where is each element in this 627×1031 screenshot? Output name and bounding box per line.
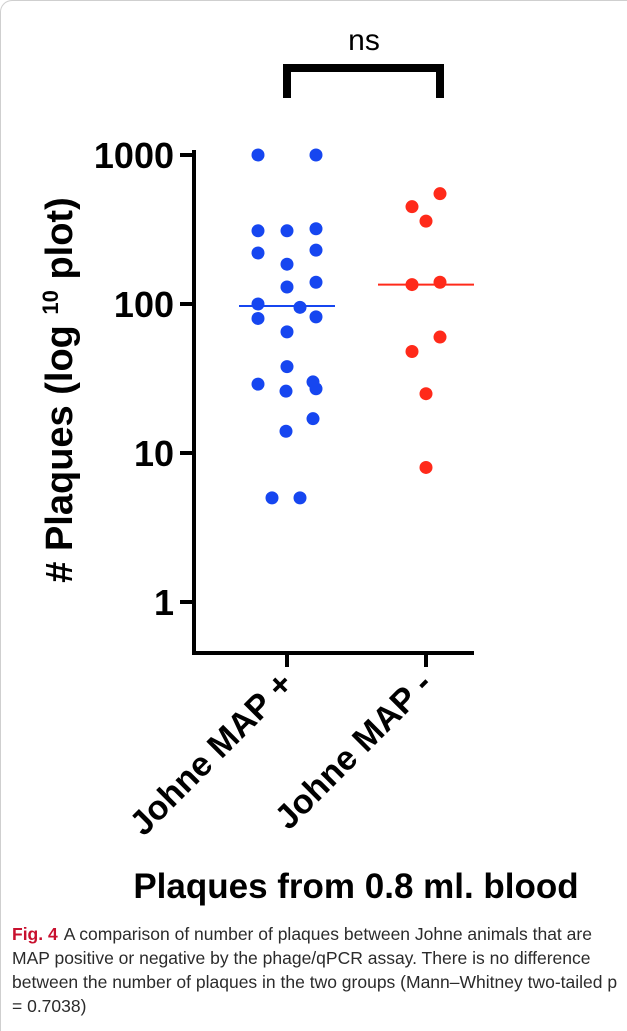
y-axis-label-prefix: # Plaques (log	[39, 315, 81, 583]
data-point	[280, 360, 294, 374]
figure-label: Fig. 4	[12, 924, 58, 944]
data-point	[251, 297, 265, 311]
data-point	[280, 224, 294, 238]
caption-text: A comparison of number of plaques betwee…	[12, 924, 618, 1016]
scatter-chart: ns 1 10 100 1000 Johne MAP +Johne MAP - # P…	[38, 24, 579, 906]
data-point	[419, 387, 433, 401]
data-point	[405, 344, 419, 358]
x-axis-label: Plaques from 0.8 ml. blood	[133, 867, 578, 906]
data-point	[433, 187, 447, 201]
data-point	[280, 257, 294, 271]
y-tick-label: 1	[154, 582, 174, 623]
data-point	[293, 300, 307, 314]
data-points	[251, 148, 447, 505]
data-point	[433, 330, 447, 344]
data-point	[251, 224, 265, 238]
data-point	[405, 200, 419, 214]
axes	[192, 150, 474, 655]
data-point	[309, 148, 323, 162]
data-point	[265, 491, 279, 505]
data-point	[306, 412, 320, 426]
data-point	[251, 246, 265, 260]
significance-label: ns	[348, 24, 380, 57]
data-point	[251, 377, 265, 391]
data-point	[280, 280, 294, 294]
data-point	[309, 243, 323, 257]
data-point	[405, 278, 419, 292]
data-point	[306, 375, 320, 389]
data-point	[309, 222, 323, 236]
data-point	[279, 384, 293, 398]
y-tick-label: 10	[134, 433, 174, 474]
x-ticks: Johne MAP +Johne MAP -	[123, 653, 440, 843]
y-ticks: 1 10 100 1000	[94, 135, 194, 623]
data-point	[279, 424, 293, 438]
data-point	[433, 275, 447, 289]
y-tick-label: 100	[114, 284, 174, 325]
data-point	[419, 460, 433, 474]
data-point	[293, 491, 307, 505]
y-axis-label: # Plaques (log 10 plot)	[38, 197, 81, 583]
y-tick-label: 1000	[94, 135, 174, 176]
y-axis-label-superscript: 10	[38, 290, 63, 314]
significance-bracket: ns	[283, 24, 444, 98]
y-axis-label-suffix: plot)	[39, 197, 81, 290]
data-point	[280, 325, 294, 339]
data-point	[251, 311, 265, 325]
data-point	[419, 214, 433, 228]
data-point	[309, 310, 323, 324]
bracket-line	[283, 64, 444, 98]
data-point	[309, 275, 323, 289]
data-point	[251, 148, 265, 162]
